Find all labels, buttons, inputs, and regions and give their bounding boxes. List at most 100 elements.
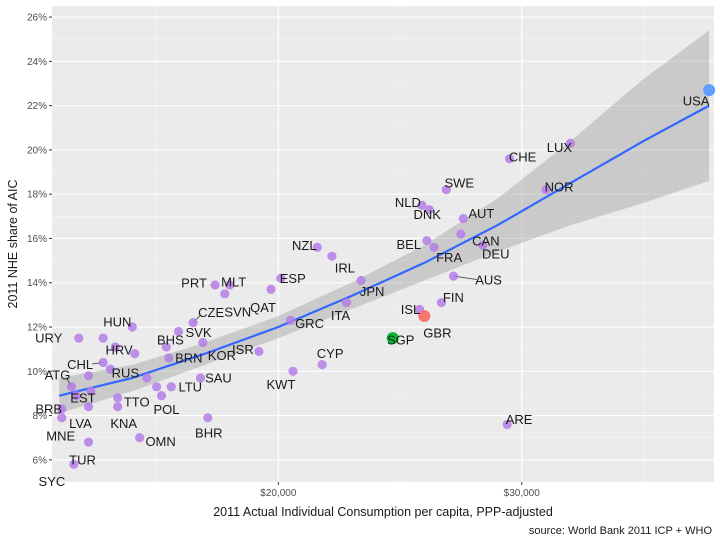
y-tick-label: 14% [27,278,47,289]
y-tick-label: 10% [27,367,47,378]
data-point-mne [57,413,67,423]
y-tick-label: 22% [27,101,47,112]
point-label-sgp: SGP [387,333,414,348]
data-point [152,382,162,392]
data-point-kna [113,402,123,412]
data-point-fin [436,298,447,308]
point-label-aut: AUT [468,206,494,221]
data-point-bhs [161,342,171,352]
y-axis-title: 2011 NHE share of AIC [6,179,20,308]
data-point-sgp [386,332,399,345]
data-point-ury [74,333,84,343]
x-axis-title: 2011 Actual Individual Consumption per c… [213,505,553,519]
point-label-can: CAN [472,234,499,249]
point-label-lux: LUX [547,140,573,155]
point-label-qat: QAT [250,300,276,315]
x-tick-label: $20,000 [260,488,297,499]
data-point-can [456,229,466,239]
point-label-bel: BEL [397,237,422,252]
point-label-svn: SVN [224,304,251,319]
point-label-gbr: GBR [423,325,451,340]
x-axis-ticks: $20,000 $30,000 [260,482,540,499]
point-label-bhs: BHS [157,332,184,347]
point-label-hrv: HRV [106,343,134,358]
data-point-isr [254,346,264,356]
data-point-svk [173,326,184,337]
point-label-swe: SWE [444,175,474,190]
data-point-fra [429,242,439,252]
point-label-fra: FRA [436,250,462,265]
data-point-chl [98,357,108,368]
data-point-deu [478,240,488,250]
y-tick-label: 18% [27,190,47,201]
point-label-fin: FIN [443,290,464,305]
data-point [83,371,94,381]
data-point-are [502,419,512,430]
data-point-aut [458,213,468,224]
point-label-dnk: DNK [414,207,442,222]
data-point-sau [195,373,206,383]
data-point-kwt [288,366,298,376]
data-point-qat [266,284,276,294]
point-label-jpn: JPN [360,284,385,299]
confidence-ribbon [59,30,710,414]
point-label-nzl: NZL [292,238,317,253]
data-point-cyp [317,360,327,370]
data-point-omn [135,433,145,443]
point-label-are: ARE [506,412,533,427]
point-label-isr: ISR [232,342,254,357]
data-point-bel [422,236,432,246]
point-label-hun: HUN [103,315,131,330]
point-label-ltu: LTU [178,379,202,394]
data-point-che [504,154,515,164]
y-tick-label: 16% [27,234,47,245]
data-point-esp [276,273,286,283]
point-label-lva: LVA [69,416,92,431]
data-point-jpn [356,275,366,286]
point-label-svk: SVK [186,325,212,340]
point-label-cze: CZE [198,305,224,320]
point-label-bhr: BHR [195,425,222,440]
x-tick-label: $30,000 [504,488,541,499]
data-point-grc [285,315,296,325]
data-point-rus [105,364,116,374]
point-label-tur: TUR [69,453,96,468]
data-point-lux [565,138,576,148]
point-label-aus: AUS [475,273,502,288]
ribbon-area [59,30,710,414]
y-tick-label: 20% [27,145,47,156]
point-label-syc: SYC [39,474,66,489]
data-point-swe [441,185,451,195]
data-point-atg [66,382,77,392]
data-point-hun [127,322,137,332]
trend-line [59,104,710,397]
point-label-mlt: MLT [221,274,246,289]
point-label-ita: ITA [331,308,351,323]
point-label-sau: SAU [205,370,232,385]
data-point-syc [69,459,79,469]
data-point [142,373,152,383]
point-label-kna: KNA [110,416,137,431]
data-point-tur [83,437,94,447]
point-label-usa: USA [683,94,710,109]
data-point-tto [113,393,123,403]
point-label-cyp: CYP [317,346,344,361]
point-label-omn: OMN [145,434,175,449]
point-label-nld: NLD [395,195,421,210]
point-label-est: EST [70,391,95,406]
point-label-rus: RUS [112,366,140,381]
point-label-irl: IRL [335,261,355,276]
data-point [71,391,81,401]
data-point-ltu [166,382,176,392]
point-label-esp: ESP [280,271,306,286]
data-point-brn [164,353,174,363]
data-point-nor [541,185,551,195]
data-point-est [86,386,96,396]
point-label-brn: BRN [175,351,202,366]
data-point-bhr [203,413,213,423]
point-label-mne: MNE [46,428,75,443]
point-label-deu: DEU [482,247,509,262]
point-label-atg: ATG [45,367,71,382]
data-point-aus [448,271,459,281]
